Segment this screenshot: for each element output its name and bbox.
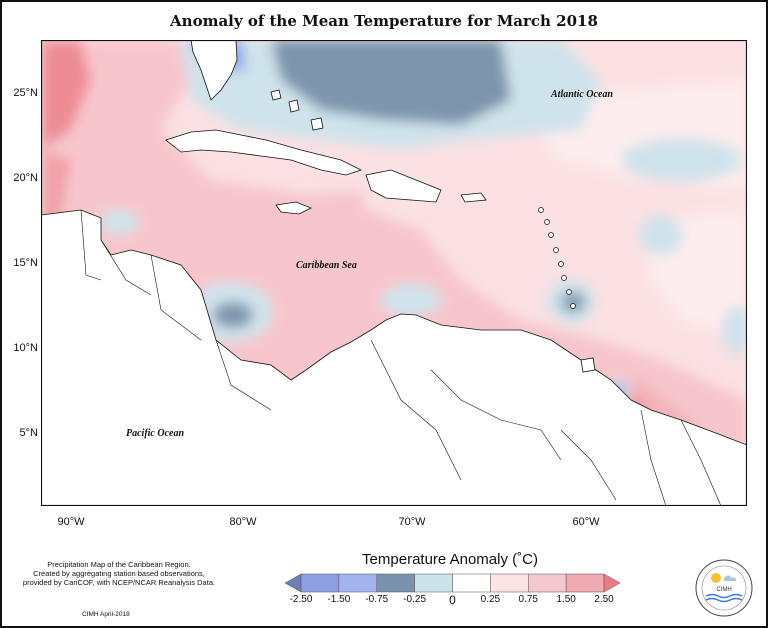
label-atlantic: Atlantic Ocean (550, 89, 613, 100)
map-border (40, 39, 748, 507)
legend-label: 0 (449, 593, 456, 607)
legend-swatch (414, 573, 453, 593)
legend-swatch (490, 573, 529, 593)
land-masses (41, 40, 747, 506)
legend-label: -0.75 (365, 594, 389, 605)
credit: CIMH April-2018 (82, 611, 130, 618)
logo-text: CIMH (716, 587, 731, 593)
legend-swatch-high (603, 573, 621, 593)
lat-tick-15: 15°N (13, 257, 38, 269)
legend-label: -1.50 (327, 594, 351, 605)
lon-tick-80: 80°W (229, 516, 257, 528)
lon-tick-60: 60°W (572, 516, 600, 528)
legend-swatch (528, 573, 567, 593)
legend-swatch (300, 573, 340, 593)
legend-label: 1.50 (556, 594, 576, 605)
legend-swatch-low (284, 573, 302, 593)
legend-label: -0.25 (403, 594, 427, 605)
label-pacific: Pacific Ocean (126, 428, 184, 439)
lon-tick-90: 90°W (57, 516, 85, 528)
lat-tick-20: 20°N (13, 172, 38, 184)
map-title: Anomaly of the Mean Temperature for Marc… (170, 12, 598, 30)
borders (80, 209, 722, 506)
lon-tick-70: 70°W (398, 516, 426, 528)
legend-colorbar (284, 573, 621, 598)
footnote: Precipitation Map of the Caribbean Regio… (14, 560, 224, 587)
legend-swatch (376, 573, 415, 593)
legend-label: 2.50 (594, 594, 614, 605)
legend-label: -2.50 (289, 594, 313, 605)
footnote-text: Precipitation Map of the Caribbean Regio… (22, 560, 216, 587)
legend-label: 0.75 (518, 594, 538, 605)
lat-tick-5: 5°N (19, 427, 38, 439)
legend-label: 0.25 (480, 594, 501, 605)
cimh-logo: CIMH (694, 558, 754, 618)
legend-swatch (338, 573, 377, 593)
legend-swatch (565, 573, 605, 593)
lat-tick-10: 10°N (13, 342, 38, 354)
legend-title: Temperature Anomaly (˚C) (362, 551, 538, 568)
map-panel: Atlantic Ocean Caribbean Sea Pacific Oce… (40, 39, 748, 507)
legend-swatch (452, 573, 491, 593)
lesser-antilles (538, 207, 576, 309)
lat-tick-25: 25°N (13, 87, 38, 99)
label-caribbean: Caribbean Sea (296, 260, 357, 271)
